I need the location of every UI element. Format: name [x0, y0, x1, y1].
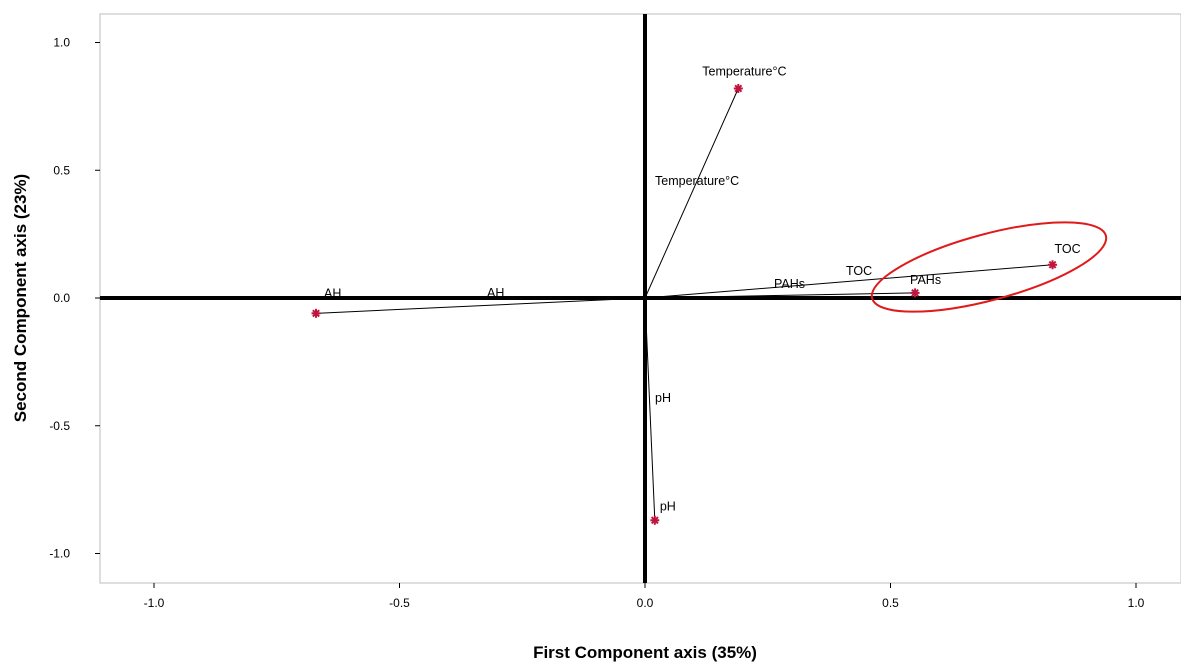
x-tick-label: -1.0 [144, 596, 165, 610]
loading-vectors [316, 88, 1053, 521]
highlight-ellipse [870, 221, 1108, 313]
y-tick-label: 0.0 [53, 291, 70, 305]
loading-vector-line [316, 297, 646, 314]
point-label: PAHs [910, 273, 941, 287]
y-tick-label: 1.0 [53, 36, 70, 50]
x-tick-label: 0.5 [882, 596, 899, 610]
y-axis-ticks: -1.0 -0.5 0.0 0.5 1.0 [49, 36, 100, 561]
x-tick-label: 0.0 [637, 596, 654, 610]
y-tick-label: 0.5 [53, 163, 70, 177]
loading-points [311, 83, 1058, 525]
y-tick-label: -1.0 [49, 547, 70, 561]
loading-vector-line [644, 292, 916, 299]
loading-point-marker [311, 308, 321, 318]
vector-mid-label: AH [487, 286, 504, 300]
vector-mid-label: TOC [846, 264, 872, 278]
point-label: AH [324, 286, 341, 300]
loading-vector-line [644, 264, 1053, 299]
vector-mid-labels: Temperature°C TOC PAHs AH pH [487, 174, 872, 405]
loading-point-marker [1048, 260, 1058, 270]
vector-mid-label: pH [655, 391, 671, 405]
point-label: TOC [1055, 242, 1081, 256]
point-label: Temperature°C [702, 64, 786, 78]
loading-point-marker [733, 83, 743, 93]
loading-point-marker [910, 288, 920, 298]
loading-vector-line [644, 88, 739, 299]
point-label: pH [660, 499, 676, 513]
vector-mid-label: PAHs [774, 277, 805, 291]
y-tick-label: -0.5 [49, 419, 70, 433]
vector-mid-label: Temperature°C [655, 174, 739, 188]
loading-point-marker [650, 515, 660, 525]
x-axis-title: First Component axis (35%) [533, 643, 757, 662]
y-axis-title: Second Component axis (23%) [11, 174, 30, 422]
x-tick-label: -0.5 [389, 596, 410, 610]
x-axis-ticks: -1.0 -0.5 0.0 0.5 1.0 [144, 583, 1145, 610]
point-labels: Temperature°C TOC PAHs AH pH [324, 64, 1081, 513]
loading-vector-line [644, 297, 656, 521]
x-tick-label: 1.0 [1128, 596, 1145, 610]
